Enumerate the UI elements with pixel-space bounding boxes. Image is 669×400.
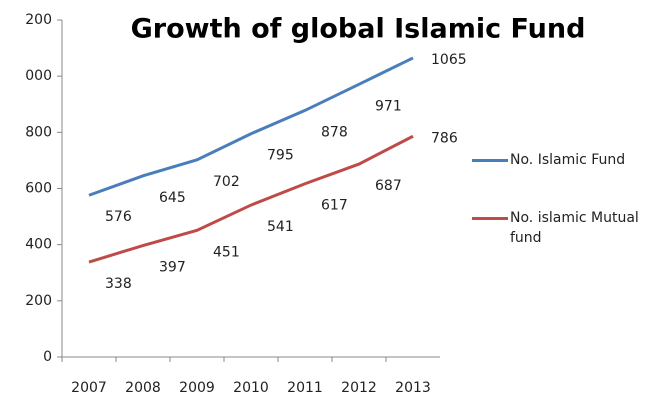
- y-tick-label: 400: [25, 237, 52, 253]
- legend-label: No. islamic Mutual fund: [510, 210, 639, 246]
- x-tick-label: 2008: [125, 380, 161, 396]
- x-tick-label: 2010: [233, 380, 269, 396]
- value-label: 971: [375, 98, 402, 114]
- value-label: 451: [213, 244, 240, 260]
- value-label: 338: [105, 276, 132, 292]
- legend-key: [472, 159, 508, 162]
- value-label: 617: [321, 198, 348, 214]
- x-tick-label: 2011: [287, 380, 323, 396]
- x-tick-label: 2012: [341, 380, 377, 396]
- data-line: [88, 56, 414, 197]
- y-tick-label: 600: [25, 181, 52, 197]
- value-label: 702: [213, 174, 240, 190]
- y-tick-label: 200: [25, 12, 52, 28]
- value-label: 687: [375, 178, 402, 194]
- y-tick-label: 800: [25, 124, 52, 140]
- value-label: 541: [267, 219, 294, 235]
- value-label: 878: [321, 124, 348, 140]
- value-label: 645: [159, 190, 186, 206]
- legend-item: No. Islamic Fund: [472, 150, 669, 170]
- legend-key: [472, 217, 508, 220]
- legend-item: No. islamic Mutual fund: [472, 208, 669, 248]
- value-label: 397: [159, 260, 186, 276]
- value-label: 795: [267, 148, 294, 164]
- y-tick-label: 000: [25, 68, 52, 84]
- legend: No. Islamic Fund No. islamic Mutual fund: [472, 150, 669, 286]
- x-tick-label: 2009: [179, 380, 215, 396]
- legend-label: No. Islamic Fund: [510, 152, 626, 168]
- x-tick-label: 2013: [395, 380, 431, 396]
- data-line: [88, 134, 414, 264]
- value-label: 1065: [431, 52, 467, 68]
- y-tick-label: 0: [43, 349, 52, 365]
- y-tick-label: 200: [25, 293, 52, 309]
- x-tick-label: 2007: [71, 380, 107, 396]
- value-label: 576: [105, 209, 132, 225]
- value-label: 786: [431, 130, 458, 146]
- chart-title: Growth of global Islamic Fund: [131, 14, 586, 45]
